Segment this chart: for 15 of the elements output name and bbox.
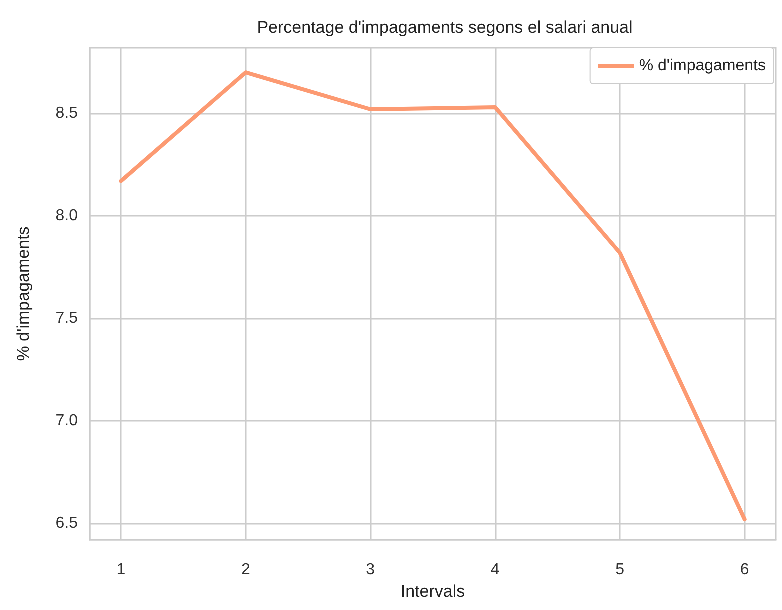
x-tick-label: 5 bbox=[616, 562, 625, 578]
y-tick-label: 7.0 bbox=[56, 412, 78, 430]
y-tick-label: 6.5 bbox=[56, 515, 78, 532]
y-tick-label: 8.0 bbox=[56, 208, 78, 225]
x-axis-title: Intervals bbox=[400, 582, 466, 601]
x-tick-label: 2 bbox=[241, 562, 250, 578]
y-tick-label: 7.5 bbox=[56, 310, 78, 328]
legend-label: % d'impagaments bbox=[639, 58, 766, 74]
y-axis-title: % d'impagaments bbox=[14, 226, 33, 362]
chart-title: Percentage d'impagaments segons el salari anual bbox=[257, 18, 633, 37]
x-tick-label: 4 bbox=[490, 562, 500, 578]
x-tick-label: 6 bbox=[740, 562, 750, 578]
x-tick-label: 3 bbox=[366, 562, 376, 578]
y-tick-label: 8.5 bbox=[56, 105, 78, 122]
x-tick-label: 1 bbox=[116, 562, 126, 578]
